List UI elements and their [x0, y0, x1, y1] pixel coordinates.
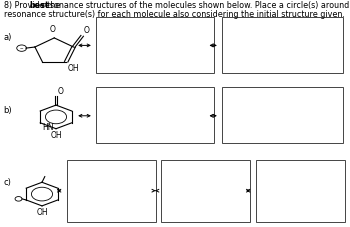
- Text: a): a): [4, 33, 12, 42]
- Text: –: –: [20, 45, 23, 51]
- Text: 8) Provide the: 8) Provide the: [4, 1, 62, 10]
- Bar: [96, 17, 214, 73]
- Bar: [66, 160, 156, 222]
- Text: b): b): [4, 106, 12, 115]
- Text: c): c): [4, 178, 11, 187]
- Bar: [96, 87, 214, 143]
- Text: resonance structures of the molecules shown below. Place a circle(s) around the : resonance structures of the molecules sh…: [39, 1, 350, 10]
- Text: best: best: [29, 1, 49, 10]
- Bar: [222, 17, 343, 73]
- Text: HN: HN: [42, 123, 54, 132]
- Text: O: O: [84, 26, 90, 35]
- Bar: [222, 87, 343, 143]
- Text: OH: OH: [36, 208, 48, 217]
- Bar: [256, 160, 345, 222]
- Text: OH: OH: [50, 131, 62, 140]
- Text: O: O: [57, 87, 63, 96]
- Text: resonance structure(s) for each molecule also considering the initial structure : resonance structure(s) for each molecule…: [4, 10, 344, 19]
- Bar: [161, 160, 250, 222]
- Text: O: O: [50, 25, 55, 34]
- Text: OH: OH: [68, 64, 79, 73]
